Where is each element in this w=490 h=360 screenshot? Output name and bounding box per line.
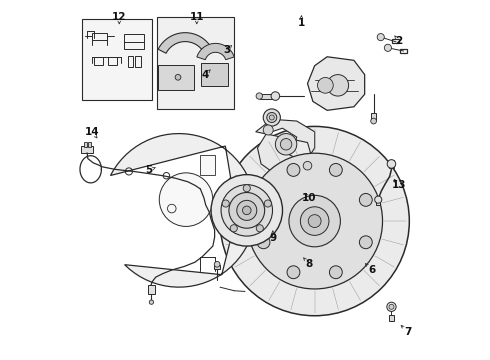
Text: 11: 11 <box>190 13 204 22</box>
Bar <box>81 146 93 153</box>
Text: 6: 6 <box>368 265 375 275</box>
Circle shape <box>243 185 250 192</box>
Circle shape <box>271 92 280 100</box>
Text: 12: 12 <box>112 13 126 22</box>
Circle shape <box>308 215 321 228</box>
Circle shape <box>221 185 272 236</box>
Text: 1: 1 <box>298 18 305 28</box>
Circle shape <box>230 225 237 232</box>
Bar <box>94 57 103 65</box>
Bar <box>148 285 155 294</box>
Text: 4: 4 <box>201 69 209 80</box>
Circle shape <box>280 139 292 150</box>
Polygon shape <box>158 65 194 90</box>
Circle shape <box>287 266 300 279</box>
Circle shape <box>377 33 384 41</box>
Circle shape <box>159 173 213 226</box>
Text: 5: 5 <box>145 165 152 175</box>
Bar <box>135 56 141 67</box>
Text: 3: 3 <box>223 45 231 55</box>
Circle shape <box>175 75 181 80</box>
Polygon shape <box>308 57 365 111</box>
Bar <box>108 57 117 65</box>
Circle shape <box>220 126 409 316</box>
Circle shape <box>214 261 220 267</box>
Circle shape <box>389 304 394 309</box>
Bar <box>124 35 144 49</box>
Circle shape <box>387 159 396 168</box>
Circle shape <box>149 300 153 304</box>
Bar <box>214 265 220 269</box>
Circle shape <box>256 93 263 99</box>
Text: 10: 10 <box>302 193 317 203</box>
Circle shape <box>387 302 396 311</box>
Circle shape <box>300 207 329 235</box>
Bar <box>83 143 87 147</box>
Text: 7: 7 <box>404 327 411 337</box>
Circle shape <box>287 163 300 176</box>
Circle shape <box>256 225 264 232</box>
Circle shape <box>170 184 202 216</box>
Bar <box>82 19 152 100</box>
Bar <box>400 49 407 53</box>
Circle shape <box>359 236 372 249</box>
Circle shape <box>329 266 343 279</box>
Circle shape <box>267 112 277 122</box>
Bar <box>389 160 394 168</box>
Circle shape <box>222 200 229 207</box>
Circle shape <box>264 200 271 207</box>
Circle shape <box>371 118 376 124</box>
Circle shape <box>359 193 372 206</box>
Circle shape <box>329 163 343 176</box>
Circle shape <box>375 196 382 203</box>
Polygon shape <box>110 134 256 287</box>
Circle shape <box>237 201 257 220</box>
Circle shape <box>229 193 265 228</box>
Circle shape <box>289 195 341 247</box>
Circle shape <box>257 236 270 249</box>
Bar <box>392 39 399 44</box>
Circle shape <box>303 161 312 170</box>
Bar <box>389 315 394 321</box>
Circle shape <box>318 77 333 93</box>
Circle shape <box>247 153 383 289</box>
Polygon shape <box>158 33 212 53</box>
Polygon shape <box>201 63 228 86</box>
Circle shape <box>270 115 274 120</box>
Bar <box>128 56 133 67</box>
Polygon shape <box>256 119 315 175</box>
Bar <box>376 200 380 205</box>
Text: 14: 14 <box>85 127 99 137</box>
Circle shape <box>257 193 270 206</box>
Polygon shape <box>197 44 234 60</box>
Circle shape <box>263 125 273 135</box>
Bar <box>200 155 215 175</box>
Text: 9: 9 <box>270 233 276 243</box>
Circle shape <box>243 206 251 215</box>
Text: 8: 8 <box>305 259 312 269</box>
Bar <box>260 94 274 99</box>
Text: 13: 13 <box>392 180 406 190</box>
Circle shape <box>263 109 280 126</box>
Bar <box>371 113 376 120</box>
Text: 2: 2 <box>395 36 402 46</box>
Circle shape <box>275 134 297 155</box>
Circle shape <box>384 44 392 51</box>
Circle shape <box>327 75 348 96</box>
Bar <box>88 143 92 147</box>
Bar <box>157 18 234 109</box>
Circle shape <box>211 175 283 246</box>
